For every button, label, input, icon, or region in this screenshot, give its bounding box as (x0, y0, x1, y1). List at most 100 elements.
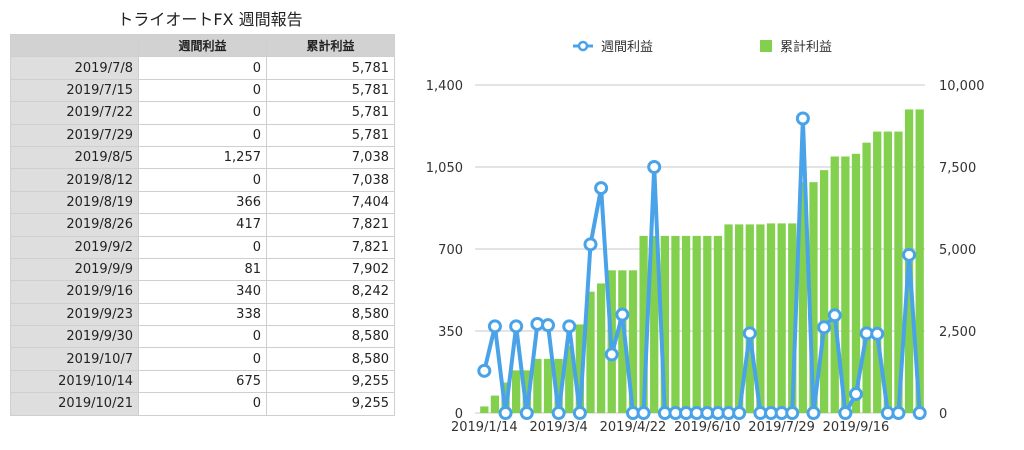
y-left-tick-label: 700 (438, 243, 463, 258)
cumulative-profit-cell: 7,404 (266, 190, 395, 215)
cumulative-profit-cell: 9,255 (266, 392, 395, 416)
table-row: 2019/10/7 0 8,580 (10, 347, 395, 371)
cumulative-profit-cell: 8,580 (266, 347, 395, 371)
bar-cumulative-profit (830, 156, 839, 413)
y-right-tick-label: 5,000 (939, 243, 976, 258)
bar-cumulative-profit (703, 235, 712, 413)
cumulative-profit-cell: 5,781 (266, 101, 395, 125)
table-row: 2019/8/5 1,257 7,038 (10, 145, 395, 170)
point-weekly-profit (572, 406, 587, 420)
bar-cumulative-profit (841, 156, 850, 413)
bar-cumulative-profit (862, 142, 871, 413)
table-row: 2019/7/8 0 5,781 (10, 56, 395, 80)
point-weekly-profit (487, 319, 502, 334)
date-cell: 2019/10/21 (10, 392, 139, 416)
point-weekly-profit (817, 320, 832, 335)
bar-cumulative-profit (873, 131, 882, 413)
cumulative-profit-cell: 8,580 (266, 325, 395, 349)
y-right-tick-label: 7,500 (939, 161, 976, 176)
bar-cumulative-profit (512, 370, 521, 413)
bar-cumulative-profit (777, 223, 786, 413)
table-row: 2019/10/14 675 9,255 (10, 369, 395, 394)
point-weekly-profit (594, 181, 609, 196)
date-cell: 2019/7/29 (10, 123, 139, 147)
header-cumulative-profit: 累計利益 (266, 33, 395, 58)
header-weekly-profit: 週間利益 (138, 33, 267, 58)
bar-cumulative-profit (490, 395, 500, 413)
date-cell: 2019/9/30 (10, 325, 139, 349)
date-cell: 2019/9/9 (10, 257, 139, 282)
point-weekly-profit (806, 406, 821, 420)
cumulative-profit-cell: 7,038 (266, 145, 395, 170)
bar-cumulative-profit (724, 224, 733, 413)
weekly-profit-cell: 0 (138, 235, 267, 259)
point-weekly-profit (870, 326, 885, 341)
cumulative-profit-cell: 8,580 (266, 302, 395, 327)
table-row: 2019/8/12 0 7,038 (10, 168, 395, 192)
date-cell: 2019/9/23 (10, 302, 139, 327)
table-row: 2019/10/21 0 9,255 (10, 392, 395, 416)
point-weekly-profit (604, 347, 619, 362)
point-weekly-profit (742, 326, 757, 341)
y-right-tick-label: 0 (939, 407, 947, 422)
weekly-profit-cell: 366 (138, 190, 267, 215)
y-left-tick-label: 350 (438, 325, 463, 340)
point-weekly-profit (838, 406, 853, 420)
weekly-report-table: 週間利益 累計利益 2019/7/8 0 5,781 2019/7/15 0 5,781 2… (10, 33, 395, 416)
cumulative-profit-cell: 9,255 (266, 369, 395, 394)
legend-cumulative-profit-label: 累計利益 (780, 39, 832, 55)
bar-cumulative-profit (554, 358, 563, 413)
point-weekly-profit (541, 318, 556, 333)
bar-cumulative-profit (915, 109, 924, 413)
bar-cumulative-profit (766, 223, 776, 413)
bar-cumulative-profit (533, 358, 542, 413)
point-weekly-profit (636, 406, 651, 420)
bar-cumulative-profit (660, 235, 669, 413)
date-cell: 2019/8/12 (10, 168, 139, 192)
point-weekly-profit (498, 406, 513, 420)
point-weekly-profit (848, 387, 863, 402)
weekly-profit-cell: 0 (138, 168, 267, 192)
bar-cumulative-profit (788, 223, 797, 413)
cumulative-profit-cell: 7,821 (266, 213, 395, 237)
point-weekly-profit (647, 160, 662, 174)
point-weekly-profit (827, 308, 842, 323)
bar-cumulative-profit (681, 235, 691, 413)
bar-cumulative-profit (883, 131, 892, 413)
header-date (10, 33, 139, 58)
y-left-tick-label: 0 (455, 407, 463, 422)
cumulative-profit-cell: 7,902 (266, 257, 395, 282)
y-left-tick-label: 1,400 (426, 79, 463, 94)
bar-cumulative-profit (692, 235, 701, 413)
bar-cumulative-profit (735, 224, 744, 413)
weekly-profit-cell: 0 (138, 123, 267, 147)
weekly-profit-cell: 0 (138, 101, 267, 125)
x-tick-label: 2019/1/14 (451, 420, 518, 435)
cumulative-profit-cell: 5,781 (266, 78, 395, 103)
point-weekly-profit (583, 237, 598, 252)
bar-cumulative-profit (522, 370, 531, 413)
x-tick-label: 2019/3/4 (529, 420, 587, 435)
point-weekly-profit (785, 406, 800, 420)
bar-cumulative-profit (671, 235, 680, 413)
date-cell: 2019/9/16 (10, 280, 139, 304)
date-cell: 2019/9/2 (10, 235, 139, 259)
weekly-profit-cell: 0 (138, 392, 267, 416)
date-cell: 2019/7/8 (10, 56, 139, 80)
x-tick-label: 2019/9/16 (823, 420, 890, 435)
weekly-profit-cell: 338 (138, 302, 267, 327)
point-weekly-profit (795, 111, 810, 126)
bar-cumulative-profit (565, 345, 574, 413)
y-left-tick-label: 1,050 (426, 161, 463, 176)
table-row: 2019/9/16 340 8,242 (10, 280, 395, 304)
table-row: 2019/8/26 417 7,821 (10, 213, 395, 237)
bar-cumulative-profit (618, 270, 627, 413)
table-row: 2019/8/19 366 7,404 (10, 190, 395, 215)
date-cell: 2019/10/14 (10, 369, 139, 394)
date-cell: 2019/8/19 (10, 190, 139, 215)
date-cell: 2019/8/5 (10, 145, 139, 170)
y-right-tick-label: 2,500 (939, 325, 976, 340)
point-weekly-profit (615, 307, 630, 322)
bar-cumulative-profit (480, 406, 489, 413)
cumulative-profit-cell: 8,242 (266, 280, 395, 304)
